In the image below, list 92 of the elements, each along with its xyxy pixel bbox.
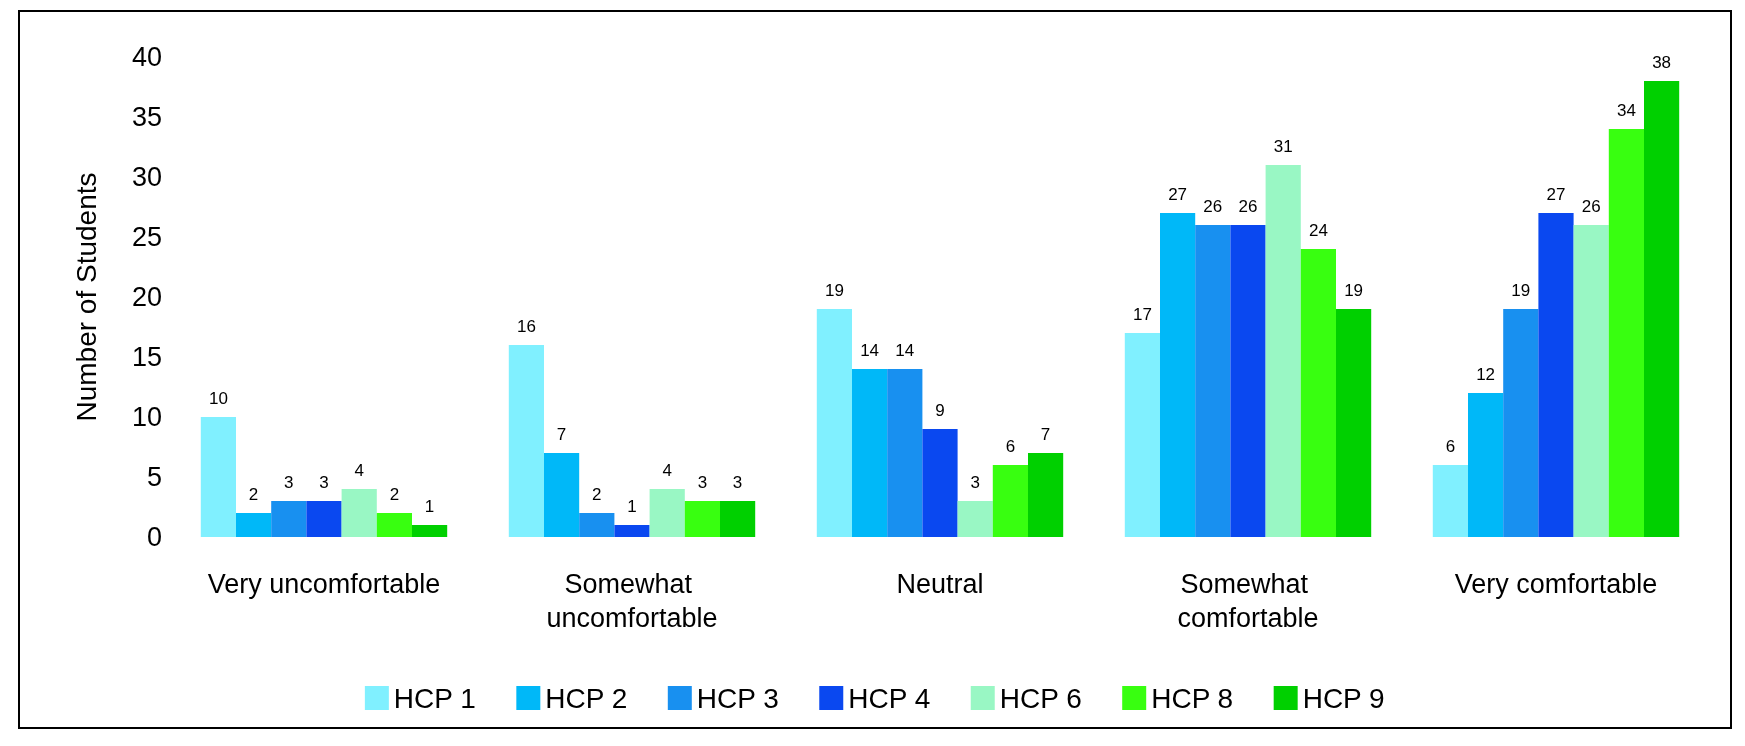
data-label: 19 bbox=[1511, 281, 1531, 300]
bar bbox=[1503, 309, 1539, 537]
data-label: 6 bbox=[1445, 437, 1456, 456]
y-tick-label: 25 bbox=[131, 222, 162, 252]
x-tick-label: Very uncomfortable bbox=[207, 569, 441, 599]
y-tick-label: 20 bbox=[131, 282, 162, 312]
bar bbox=[1644, 81, 1680, 537]
y-tick-label: 10 bbox=[131, 402, 162, 432]
legend-label: HCP 9 bbox=[1302, 682, 1385, 714]
bar bbox=[887, 369, 923, 537]
y-tick-label: 30 bbox=[131, 162, 162, 192]
bar bbox=[376, 513, 412, 537]
bar bbox=[852, 369, 888, 537]
data-label: 3 bbox=[970, 473, 980, 492]
data-label: 26 bbox=[1238, 197, 1258, 216]
bar bbox=[957, 501, 993, 537]
data-label: 31 bbox=[1273, 137, 1293, 156]
bar bbox=[271, 501, 307, 537]
data-label: 3 bbox=[284, 473, 294, 492]
data-label: 14 bbox=[895, 341, 915, 360]
data-label: 10 bbox=[208, 389, 228, 408]
x-tick-label: Somewhat comfortable bbox=[1177, 569, 1319, 633]
data-label: 1 bbox=[424, 497, 435, 516]
legend-label: HCP 3 bbox=[696, 682, 779, 714]
bar bbox=[306, 501, 342, 537]
legend-label: HCP 2 bbox=[545, 682, 628, 714]
data-label: 9 bbox=[935, 401, 945, 420]
bar bbox=[1468, 393, 1504, 537]
y-tick-label: 0 bbox=[146, 522, 162, 552]
bar bbox=[922, 429, 958, 537]
data-label: 14 bbox=[860, 341, 880, 360]
bar bbox=[200, 417, 236, 537]
bar bbox=[544, 453, 580, 537]
legend-label: HCP 4 bbox=[848, 682, 931, 714]
data-label: 7 bbox=[556, 425, 567, 444]
data-label: 38 bbox=[1652, 53, 1672, 72]
data-label: 2 bbox=[389, 485, 400, 504]
bar bbox=[1336, 309, 1372, 537]
bar bbox=[341, 489, 377, 537]
data-label: 19 bbox=[1344, 281, 1364, 300]
bar bbox=[992, 465, 1028, 537]
data-label: 2 bbox=[248, 485, 259, 504]
data-label: 17 bbox=[1132, 305, 1152, 324]
data-label: 3 bbox=[319, 473, 329, 492]
data-label: 1 bbox=[627, 497, 637, 516]
y-tick-label: 35 bbox=[131, 102, 162, 132]
data-label: 4 bbox=[354, 461, 364, 480]
bar bbox=[1538, 213, 1574, 537]
data-label: 12 bbox=[1476, 365, 1496, 384]
y-axis-title: Number of Students bbox=[70, 172, 102, 422]
data-label: 4 bbox=[662, 461, 672, 480]
bar bbox=[508, 345, 544, 537]
data-label: 27 bbox=[1546, 185, 1566, 204]
bar bbox=[649, 489, 685, 537]
bar bbox=[412, 525, 448, 537]
bar bbox=[1573, 225, 1609, 537]
data-label: 3 bbox=[732, 473, 743, 492]
y-tick-label: 40 bbox=[131, 42, 162, 72]
data-label: 26 bbox=[1581, 197, 1601, 216]
bar bbox=[816, 309, 852, 537]
x-tick-label: Somewhat uncomfortable bbox=[546, 569, 718, 633]
data-label: 27 bbox=[1168, 185, 1188, 204]
bar bbox=[684, 501, 720, 537]
legend-label: HCP 1 bbox=[393, 682, 476, 714]
bar bbox=[614, 525, 650, 537]
legend-label: HCP 6 bbox=[999, 682, 1082, 714]
bar bbox=[1160, 213, 1196, 537]
x-tick-label: Neutral bbox=[896, 569, 984, 599]
data-label: 19 bbox=[824, 281, 844, 300]
bar bbox=[579, 513, 615, 537]
data-label: 16 bbox=[516, 317, 536, 336]
x-tick-label: Very comfortable bbox=[1454, 569, 1658, 599]
y-tick-label: 5 bbox=[146, 462, 162, 492]
bar bbox=[1265, 165, 1301, 537]
data-label: 3 bbox=[697, 473, 708, 492]
bar bbox=[720, 501, 756, 537]
data-label: 2 bbox=[592, 485, 602, 504]
data-label: 7 bbox=[1040, 425, 1051, 444]
bar bbox=[1124, 333, 1160, 537]
bar bbox=[1608, 129, 1644, 537]
bar bbox=[1300, 249, 1336, 537]
bar bbox=[1230, 225, 1266, 537]
data-label: 34 bbox=[1616, 101, 1636, 120]
y-tick-label: 15 bbox=[131, 342, 162, 372]
bar bbox=[236, 513, 272, 537]
data-label: 26 bbox=[1203, 197, 1223, 216]
data-label: 24 bbox=[1308, 221, 1328, 240]
legend-label: HCP 8 bbox=[1151, 682, 1234, 714]
data-label: 6 bbox=[1005, 437, 1016, 456]
bar bbox=[1195, 225, 1231, 537]
bar bbox=[1432, 465, 1468, 537]
bar bbox=[1028, 453, 1064, 537]
